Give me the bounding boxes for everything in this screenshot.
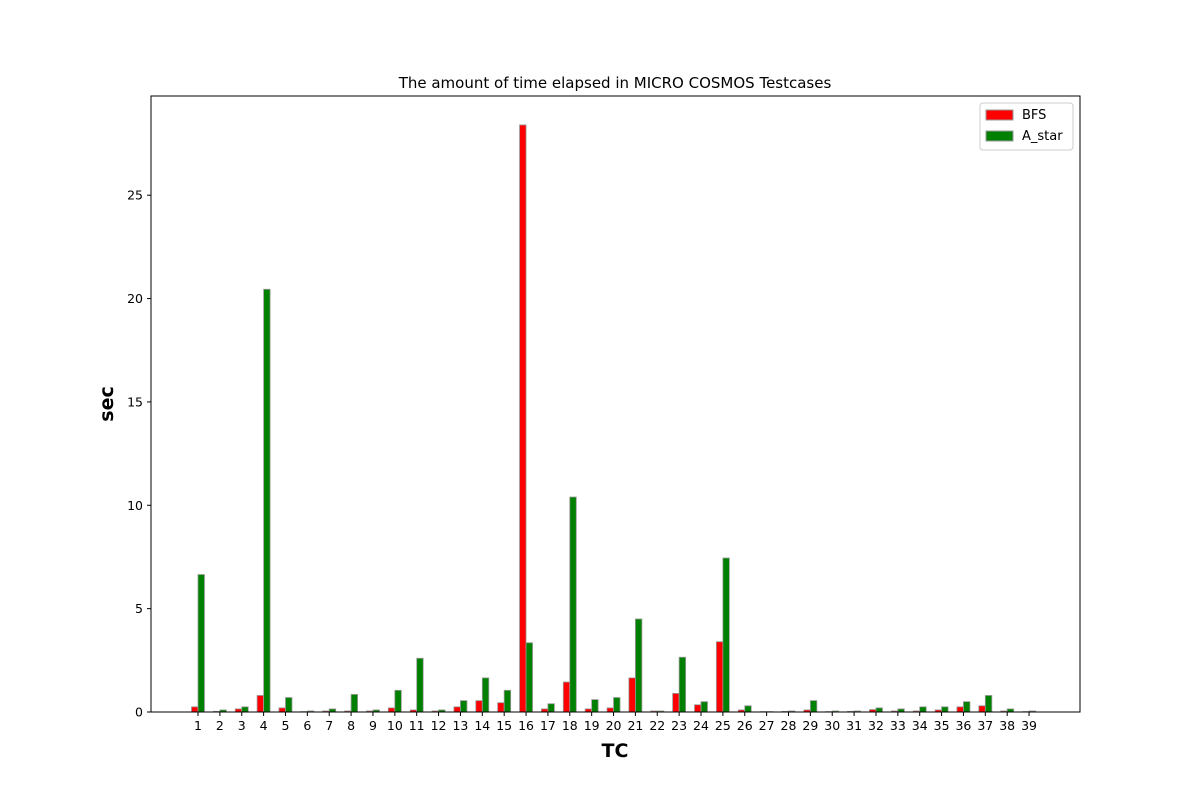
x-tick-label-27: 27 [759,718,775,733]
bar-a-star-25 [722,557,730,713]
bar-bfs-25 [715,641,724,713]
x-axis-label: TC [602,740,629,762]
legend-swatch-a-star [985,130,1014,142]
y-tick-label-10: 10 [127,498,143,513]
ticks-layer: 1 2 3 4 5 6 7 8 9 10 11 12 13 14 15 16 17 18 19 20 21 22 23 24 2… [127,188,1037,733]
bar-bfs-18 [562,681,571,713]
x-tick-label-32: 32 [868,718,884,733]
x-tick-label-9: 9 [369,718,377,733]
bar-a-star-36 [963,701,971,713]
y-tick-label-5: 5 [135,601,143,616]
x-tick-label-20: 20 [606,718,622,733]
bar-bfs-1 [191,706,199,713]
x-tick-label-37: 37 [977,718,993,733]
x-tick-label-16: 16 [518,718,534,733]
bar-a-star-1 [197,574,205,713]
x-tick-label-13: 13 [452,718,468,733]
x-tick-label-36: 36 [955,718,971,733]
x-tick-label-8: 8 [347,718,355,733]
x-tick-label-23: 23 [671,718,687,733]
bar-a-star-15 [503,689,512,713]
x-tick-label-26: 26 [737,718,753,733]
bar-a-star-5 [285,697,293,713]
x-tick-label-31: 31 [846,718,862,733]
bar-bfs-23 [672,693,680,713]
bar-a-star-8 [350,694,358,713]
bar-bfs-14 [475,700,483,713]
bar-a-star-17 [547,703,555,713]
bar-a-star-21 [635,618,643,713]
x-tick-label-21: 21 [627,718,643,733]
x-tick-label-4: 4 [260,718,268,733]
bar-a-star-3 [241,706,249,713]
bar-bfs-15 [497,702,505,713]
x-tick-label-12: 12 [431,718,447,733]
bar-a-star-14 [481,677,490,713]
x-tick-label-11: 11 [409,718,425,733]
bar-a-star-11 [416,657,424,713]
bar-a-star-19 [591,699,599,713]
y-axis-label: sec [96,386,118,421]
y-tick-label-25: 25 [127,188,143,203]
bar-bfs-24 [694,704,702,713]
bar-bfs-13 [453,706,461,713]
x-tick-label-1: 1 [194,718,202,733]
x-tick-label-22: 22 [649,718,665,733]
bar-a-star-23 [678,656,687,713]
x-tick-label-15: 15 [496,718,512,733]
bar-a-star-4 [263,288,271,713]
x-tick-label-14: 14 [474,718,490,733]
legend-label-a-star: A_star [1022,129,1063,144]
bar-bfs-20 [606,707,614,713]
x-tick-label-17: 17 [540,718,556,733]
bar-a-star-13 [460,700,468,713]
x-tick-label-35: 35 [934,718,950,733]
x-tick-label-7: 7 [325,718,333,733]
bar-bfs-16 [519,124,527,713]
x-tick-label-24: 24 [693,718,709,733]
x-tick-label-10: 10 [387,718,403,733]
bar-bfs-36 [956,706,964,713]
bar-a-star-18 [569,496,577,713]
bar-a-star-29 [809,700,818,713]
x-tick-label-2: 2 [216,718,224,733]
legend-label-bfs: BFS [1022,108,1046,123]
bar-a-star-24 [700,701,708,713]
plot-frame [150,95,1081,713]
x-tick-label-39: 39 [1021,718,1037,733]
x-tick-label-38: 38 [999,718,1015,733]
x-tick-label-5: 5 [282,718,290,733]
bar-a-star-10 [394,689,402,713]
bar-bfs-37 [978,705,986,713]
bar-bfs-10 [387,707,396,713]
x-tick-label-34: 34 [912,718,928,733]
bars-layer [191,124,1036,713]
y-tick-label-15: 15 [127,394,143,409]
x-tick-label-18: 18 [562,718,578,733]
bar-a-star-26 [744,705,752,713]
legend: BFS A_star [979,102,1074,151]
bar-a-star-35 [941,706,949,713]
bar-a-star-34 [919,706,927,713]
bar-a-star-37 [984,695,993,713]
x-tick-label-19: 19 [584,718,600,733]
x-tick-label-29: 29 [802,718,818,733]
bar-bfs-21 [628,677,636,713]
x-tick-label-6: 6 [303,718,311,733]
chart-title: The amount of time elapsed in MICRO COSM… [398,74,832,92]
bar-a-star-32 [875,707,883,713]
bar-bfs-4 [256,695,265,713]
x-tick-label-30: 30 [824,718,840,733]
legend-swatch-bfs [985,109,1014,121]
y-tick-label-20: 20 [127,291,143,306]
x-tick-label-25: 25 [715,718,731,733]
x-tick-label-33: 33 [890,718,906,733]
y-tick-label-0: 0 [135,705,143,720]
bar-a-star-20 [613,697,621,713]
x-tick-label-3: 3 [238,718,246,733]
x-tick-label-28: 28 [781,718,797,733]
bar-a-star-16 [525,642,533,713]
bar-bfs-5 [278,707,286,713]
